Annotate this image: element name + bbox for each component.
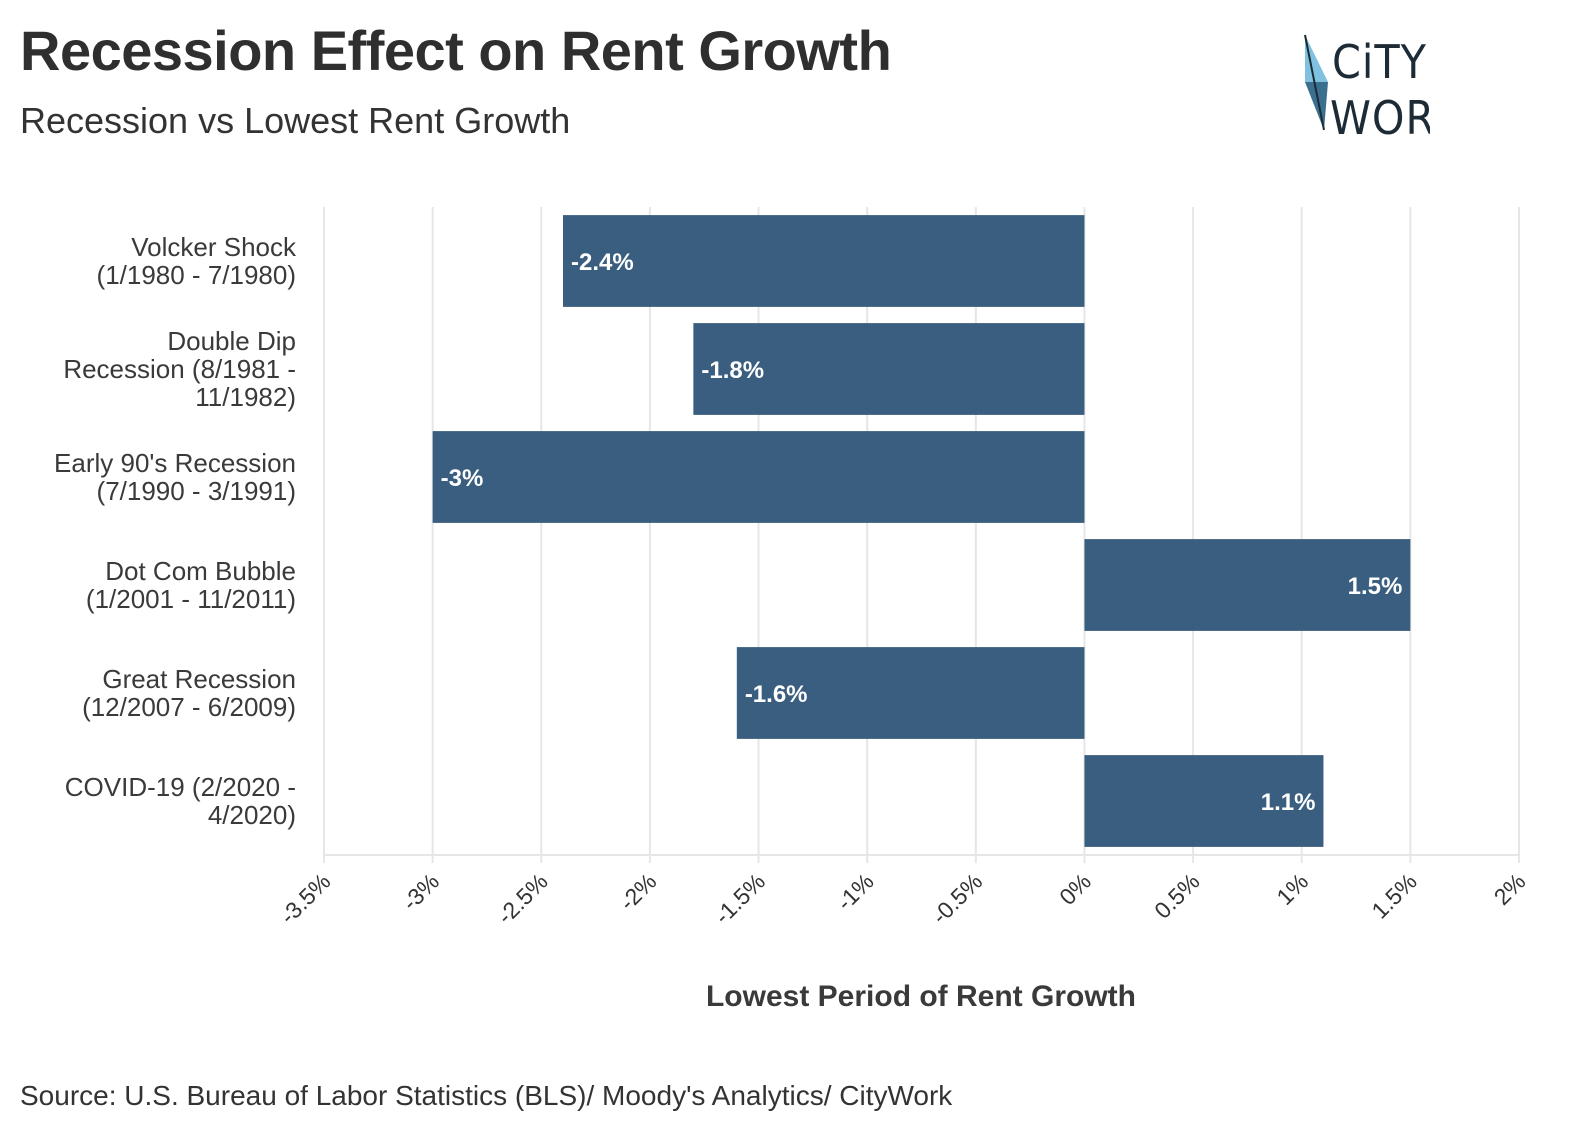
bar [1084,755,1324,847]
bar [432,431,1085,523]
category-label: COVID-19 (2/2020 -4/2020) [65,772,296,830]
x-tick-label: -3% [397,868,444,915]
category-label-line: Recession (8/1981 - [63,354,296,384]
category-label-line: (7/1990 - 3/1991) [97,476,296,506]
x-tick-labels: -3.5% -3% -2.5% -2% -1.5% -1% -0.5% 0% 0.5% 1% 1.5… [275,868,1531,929]
bar-layer: -2.4% -1.8% -3% 1.5% -1.6% 1.1% [432,215,1411,847]
x-tick-label: -2.5% [492,868,553,929]
category-labels: Volcker Shock (1/1980 - 7/1980) Double Dip… [54,232,297,830]
category-label-line: Dot Com Bubble [105,556,296,586]
bar-data-label: -1.6% [745,681,808,708]
category-label-line: COVID-19 (2/2020 - [65,772,296,802]
chart-subtitle: Recession vs Lowest Rent Growth [20,100,571,141]
x-tick-label: 0.5% [1149,868,1204,923]
x-tick-label: 2% [1489,868,1531,910]
bar [1084,539,1411,631]
x-axis-title: Lowest Period of Rent Growth [705,980,1136,1013]
citywork-logo: CiTY WORK [1304,34,1430,142]
logo-light-shard [1305,35,1328,82]
x-tick-label: 0% [1054,868,1096,910]
bar-data-label: -1.8% [701,357,764,384]
category-label: Volcker Shock (1/1980 - 7/1980) [97,232,297,290]
category-label: Double Dip Recession (8/1981 -11/1982) [63,326,296,412]
category-label-line: (1/1980 - 7/1980) [97,260,296,290]
category-label-line: Double Dip [167,326,296,356]
grid-layer [323,207,1520,863]
x-tick-label: 1% [1271,868,1313,910]
x-tick-label: -1% [831,868,878,915]
x-tick-label: 1.5% [1366,868,1421,923]
category-label: Early 90's Recession (7/1990 - 3/1991) [54,448,296,506]
category-label-line: Volcker Shock [131,232,297,262]
source-note: Source: U.S. Bureau of Labor Statistics … [20,1080,953,1111]
category-label-line: 4/2020) [208,800,296,830]
category-label-line: Early 90's Recession [54,448,296,478]
bar [563,215,1085,307]
category-label-line: 11/1982) [195,382,296,412]
category-label-line: (12/2007 - 6/2009) [82,692,296,722]
category-label-line: Great Recession [102,664,296,694]
x-tick-label: -1.5% [709,868,770,929]
chart-title: Recession Effect on Rent Growth [20,19,892,82]
logo-line1: CiTY [1332,35,1427,89]
category-label-line: (1/2001 - 11/2011) [86,584,296,614]
bar-data-label: -3% [441,465,484,492]
category-label: Great Recession (12/2007 - 6/2009) [82,664,296,722]
logo-line2: WORK [1330,91,1430,142]
bar [736,647,1085,739]
x-tick-label: -0.5% [926,868,987,929]
x-tick-label: -2% [614,868,661,915]
bar-data-label: -2.4% [571,249,634,276]
category-label: Dot Com Bubble (1/2001 - 11/2011) [86,556,296,614]
logo-edge [1304,34,1325,131]
bar [693,323,1085,415]
x-tick-label: -3.5% [275,868,336,929]
bar-data-label: 1.1% [1261,789,1316,816]
bar-data-label: 1.5% [1348,573,1403,600]
